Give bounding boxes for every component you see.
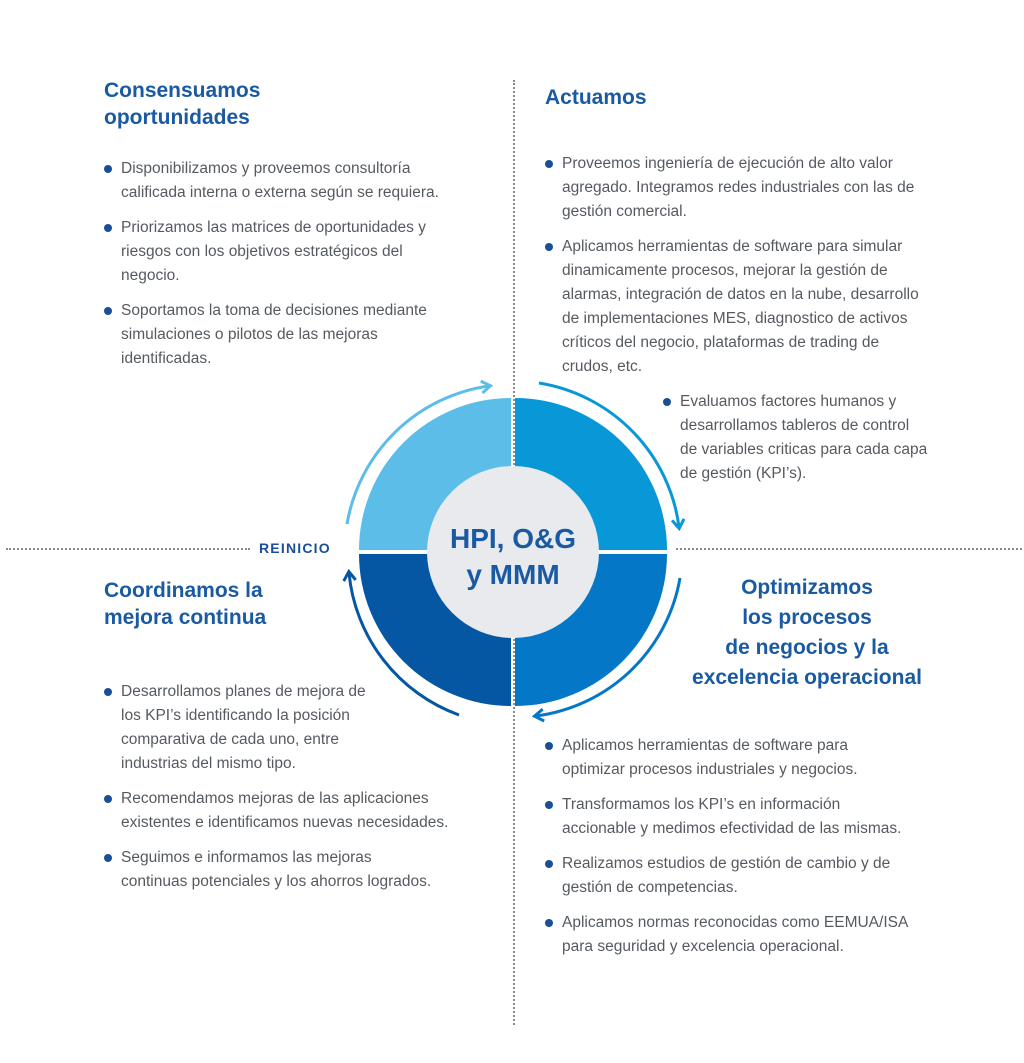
heading-optimizamos: Optimizamos los procesos de negocios y l…: [662, 573, 952, 693]
cycle-arrow-bottom-left: [342, 568, 460, 717]
heading-line: de negocios y la: [725, 636, 889, 659]
list-item: Seguimos e informamos las mejoras contin…: [104, 846, 436, 894]
list-coordinamos: Desarrollamos planes de mejora de los KP…: [104, 680, 454, 905]
heading-actuamos: Actuamos: [545, 84, 647, 111]
list-item: Transformamos los KPI’s en información a…: [545, 793, 915, 841]
list-consensuamos: Disponibilizamos y proveemos consultoría…: [104, 157, 454, 382]
heading-coordinamos: Coordinamos la mejora continua: [104, 577, 266, 631]
list-item: Desarrollamos planes de mejora de los KP…: [104, 680, 371, 776]
cycle-arrow-bottom-right: [531, 577, 682, 723]
list-optimizamos: Aplicamos herramientas de software para …: [545, 734, 915, 970]
list-item: Disponibilizamos y proveemos consultoría…: [104, 157, 454, 205]
cycle-arrow-top-right: [538, 381, 686, 532]
center-label-line2: y MMM: [466, 559, 559, 590]
list-item: Recomendamos mejoras de las aplicaciones…: [104, 787, 454, 835]
list-item: Aplicamos herramientas de software para …: [545, 734, 915, 782]
list-item: Priorizamos las matrices de oportunidade…: [104, 216, 454, 288]
list-item: Evaluamos factores humanos y desarrollam…: [663, 390, 930, 486]
ring-segment-top-right: [515, 398, 667, 550]
ring-segment-top-left: [359, 398, 511, 550]
heading-line: Coordinamos la: [104, 579, 263, 602]
heading-line: Consensuamos: [104, 79, 261, 102]
list-actuamos: Proveemos ingeniería de ejecución de alt…: [545, 152, 937, 497]
list-item: Soportamos la toma de decisiones mediant…: [104, 299, 454, 371]
heading-consensuamos: Consensuamos oportunidades: [104, 77, 260, 131]
center-label-line1: HPI, O&G: [450, 523, 576, 554]
reinicio-label: REINICIO: [259, 540, 331, 556]
center-disc: [427, 466, 599, 638]
list-item: Realizamos estudios de gestión de cambio…: [545, 852, 915, 900]
ring-segment-bottom-left: [359, 554, 511, 706]
cycle-arrow-top-left: [345, 379, 494, 525]
heading-line: oportunidades: [104, 106, 250, 129]
list-item: Aplicamos herramientas de software para …: [545, 235, 932, 379]
ring-segment-bottom-right: [515, 554, 667, 706]
heading-line: excelencia operacional: [692, 666, 922, 689]
horizontal-divider-left: [6, 548, 250, 550]
heading-line: mejora continua: [104, 606, 267, 629]
horizontal-divider-right: [676, 548, 1022, 550]
heading-line: Actuamos: [545, 86, 647, 109]
heading-line: Optimizamos: [741, 576, 873, 599]
list-item: Aplicamos normas reconocidas como EEMUA/…: [545, 911, 915, 959]
heading-line: los procesos: [742, 606, 872, 629]
list-item: Proveemos ingeniería de ejecución de alt…: [545, 152, 937, 224]
